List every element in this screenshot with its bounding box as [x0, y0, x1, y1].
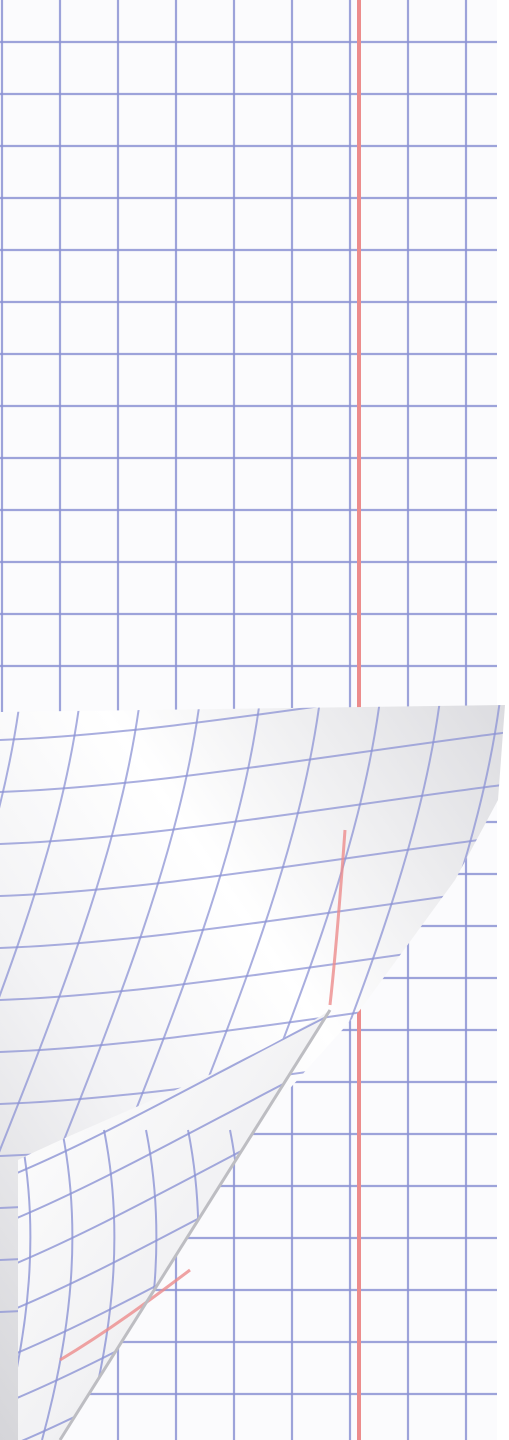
curl-roll: [18, 1010, 330, 1440]
curl-margin-line: [328, 829, 347, 1006]
curl-grid-line: [0, 887, 505, 949]
roll-margin-line: [59, 1268, 191, 1362]
curl-grid-line: [0, 705, 505, 741]
page-curl: [0, 705, 505, 1440]
curl-grid-line: [0, 705, 81, 1201]
curl-grid-line: [0, 783, 505, 845]
curl-grid-line: [0, 731, 505, 793]
curl-grid-line: [39, 705, 201, 1201]
curl-grid-line: [0, 705, 141, 1201]
curl-grid-line: [0, 705, 21, 1201]
roll-grid-line: [41, 1129, 74, 1440]
curl-grid-line: [0, 835, 505, 897]
curl-fold-edge: [58, 1009, 332, 1440]
roll-grid-line: [18, 1010, 330, 1181]
